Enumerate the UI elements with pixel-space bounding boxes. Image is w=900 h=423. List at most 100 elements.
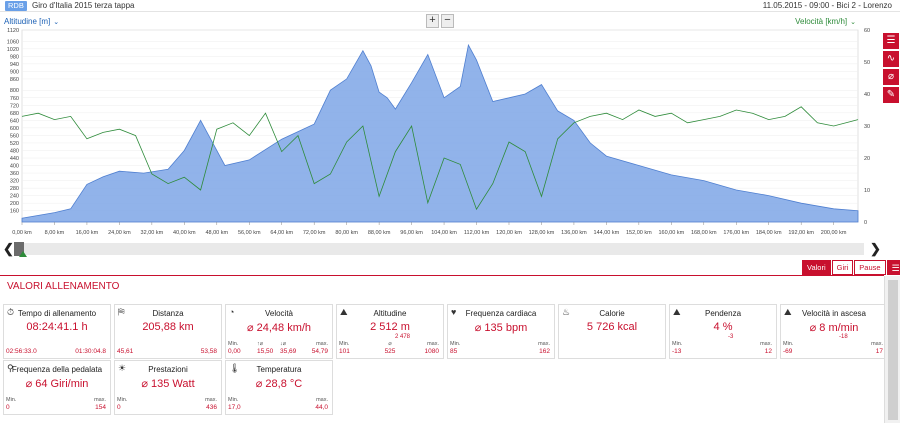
speed-tick-label: 60 [864,28,870,34]
zoom-in-button[interactable]: + [426,14,439,28]
average-icon[interactable]: ⌀ [883,69,899,85]
stat-icon: ⛰ [784,307,792,317]
stat-icon: ♥ [451,307,457,317]
stat-min-label: Min. [228,341,239,347]
speed-axis-selector[interactable]: Velocità [km/h] ⌄ [795,17,856,28]
stat-min-value: -69 [783,348,793,355]
altitude-tick-label: 1120 [7,28,19,34]
altitude-tick-label: 940 [10,62,19,68]
altitude-axis-label: Altitudine [m] [4,17,51,26]
stat-max-value: 1080 [424,348,439,355]
stat-max-value: 436 [206,404,217,411]
stat-secondary-value: -3 [728,334,734,340]
altitude-tick-label: 440 [10,156,19,162]
stat-icon: ⏱ [7,307,15,317]
distance-tick-label: 56,00 km [238,230,261,236]
distance-tick-label: 200,00 km [821,230,847,236]
distance-tick-label: 88,00 km [368,230,391,236]
distance-ticks: 0,00 km 8,00 km 16,00 km 24,00 km 32,00 km 40… [12,222,847,236]
navigator-track[interactable] [14,243,864,255]
stat-min-value: 45,61 [117,348,134,355]
stat-card: ◔ Velocità ⌀ 24,48 km/h Min. max. 0,00 54,79 ↑⌀… [225,304,333,359]
altitude-tick-label: 800 [10,88,19,94]
speed-ticks: 0 10 20 30 40 50 60 [864,28,870,226]
nav-left-icon[interactable]: ❮ [3,241,14,256]
altitude-tick-label: 640 [10,118,19,124]
stat-max-label: max. [871,341,883,347]
stat-min-label: Min. [228,397,239,403]
speed-tick-label: 40 [864,92,870,98]
zoom-out-button[interactable]: − [441,14,454,28]
tab-valori[interactable]: Valori [802,260,831,275]
list-view-icon[interactable]: ☰ [883,33,899,49]
stat-max-label: max. [316,397,328,403]
stat-icon: ♨ [562,307,571,317]
speed-axis-label: Velocità [km/h] [795,17,848,26]
stat-value: 205,88 km [142,321,194,333]
stat-max-value: 53,58 [200,348,217,355]
stat-value: 4 % [713,321,733,333]
altitude-tick-label: 400 [10,164,19,170]
stat-max-value: 12 [764,348,772,355]
stat-down-label: ↓⌀ [280,341,287,347]
altitude-tick-label: 200 [10,201,19,207]
speed-tick-label: 10 [864,188,870,194]
tab-giri[interactable]: Giri [831,260,854,275]
stat-label: Frequenza della pedalata [11,365,103,374]
stat-min-label: Min. [672,341,683,347]
position-marker[interactable] [19,251,27,257]
stat-max-label: max. [538,341,550,347]
stat-min-label: Min. [117,397,128,403]
stat-card: ♨ Calorie 5 726 kcal [558,304,666,359]
stat-down-value: 35,69 [280,348,297,355]
chevron-down-icon: ⌄ [53,19,60,26]
altitude-area [21,43,859,223]
nav-right-icon[interactable]: ❯ [870,241,881,256]
stat-value: ⌀ 28,8 °C [255,378,303,390]
vertical-scrollbar[interactable] [884,276,900,423]
distance-tick-label: 144,00 km [594,230,620,236]
stat-value: ⌀ 135 bpm [474,322,528,334]
navigator-handle[interactable] [14,242,24,256]
distance-tick-label: 136,00 km [561,230,587,236]
session-info: 11.05.2015 - 09:00 - Bici 2 - Lorenzo [762,1,892,10]
stat-value: ⌀ 8 m/min [809,322,859,334]
stat-avg-value: 525 [384,348,396,355]
speed-tick-label: 20 [864,156,870,162]
map-icon[interactable]: ✎ [883,87,899,103]
scrollbar-thumb[interactable] [888,280,898,420]
stat-min-value: 0 [117,404,121,411]
stat-min-value: 02:56:33.0 [6,348,37,355]
distance-tick-label: 0,00 km [12,230,32,236]
distance-tick-label: 96,00 km [400,230,423,236]
tab-pause[interactable]: Pause [854,260,886,275]
curve-view-icon[interactable]: ∿ [883,51,899,67]
stat-max-value: 54,79 [311,348,328,355]
stat-min-value: 85 [450,348,458,355]
stat-icon: 🌡 [229,363,241,373]
stat-up-value: 15,50 [257,348,274,355]
stat-min-label: Min. [6,397,17,403]
stat-max-label: max. [760,341,772,347]
stat-label: Frequenza cardiaca [465,309,537,318]
speed-line [21,106,859,211]
altitude-speed-chart[interactable]: 1602002402803203604004404805205606006406… [0,26,880,241]
altitude-tick-label: 360 [10,171,19,177]
stat-max-value: 17 [875,348,883,355]
altitude-tick-label: 720 [10,103,19,109]
speed-tick-label: 50 [864,60,870,66]
altitude-axis-selector[interactable]: Altitudine [m] ⌄ [4,17,59,28]
altitude-tick-label: 320 [10,179,19,185]
stat-card: ♥ Frequenza cardiaca ⌀ 135 bpm Min. max. 85 16… [447,304,555,359]
stat-min-value: -13 [672,348,682,355]
top-bar: RDB Giro d'Italia 2015 terza tappa 11.05… [0,0,900,12]
app-logo[interactable]: RDB [5,1,27,11]
chart-navigator: ❮ ❯ [0,241,900,259]
stat-value: 5 726 kcal [586,321,638,333]
distance-tick-label: 8,00 km [45,230,65,236]
list-icon[interactable]: ☰ [886,260,900,275]
altitude-tick-label: 240 [10,194,19,200]
distance-tick-label: 40,00 km [173,230,196,236]
stat-min-label: Min. [783,341,794,347]
